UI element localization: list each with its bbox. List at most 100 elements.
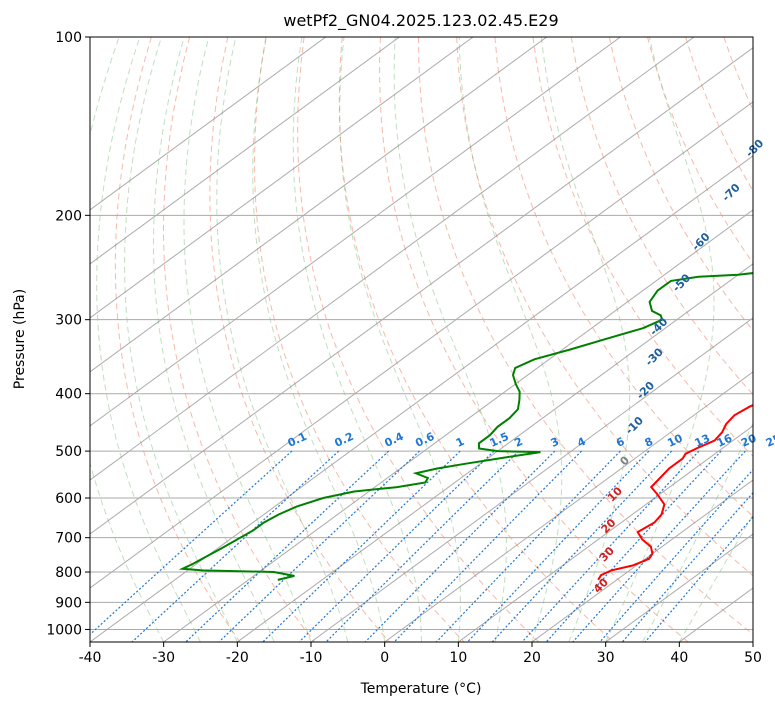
mixing-ratio-line — [491, 450, 673, 642]
mixing-ratio-label: 2 — [512, 435, 524, 450]
moist-adiabat-line — [605, 37, 715, 642]
dry-adiabat-line — [532, 37, 753, 457]
mixing-ratio-label: 0.6 — [413, 430, 436, 450]
mixing-ratio-label: 1 — [454, 435, 466, 450]
mixing-ratio-line — [599, 468, 753, 642]
moist-adiabat-label: -30 — [643, 345, 666, 368]
mixing-ratio-line — [572, 450, 746, 642]
mixing-ratio-label: 10 — [665, 431, 685, 449]
plot-frame — [89, 36, 754, 643]
isotherm-line — [531, 479, 753, 642]
y-tick-label: 900 — [55, 595, 82, 611]
isotherm-line — [384, 371, 753, 642]
chart-axes: -40 -30 -20 -10 0 10 20 30 40 5010020030040050060… — [46, 30, 762, 666]
moist-adiabat-line — [124, 37, 238, 642]
x-tick-label: -20 — [226, 650, 249, 666]
isotherm-line — [90, 101, 753, 589]
mixing-ratio-line — [262, 450, 461, 642]
isotherm-line — [163, 209, 753, 642]
y-tick-label: 1000 — [46, 622, 82, 638]
mixing-ratio-label: 8 — [643, 435, 655, 450]
moist-adiabat-label: -20 — [634, 379, 657, 402]
isotherm-line — [90, 37, 327, 211]
isotherm-line — [605, 533, 753, 642]
chart-grid — [90, 37, 775, 642]
moist-adiabat-label: -80 — [743, 137, 766, 160]
dry-adiabat-line — [762, 37, 775, 642]
mixing-ratio-line — [644, 515, 753, 642]
mixing-ratio-label: 0.1 — [286, 430, 309, 450]
isotherm-line — [90, 155, 753, 642]
dry-adiabat-line — [418, 37, 753, 635]
moist-adiabat-line — [292, 37, 422, 642]
dry-adiabat-line — [608, 37, 753, 332]
y-tick-label: 100 — [55, 30, 82, 46]
x-axis-label: Temperature (°C) — [360, 681, 482, 697]
moist-adiabat-line — [678, 513, 753, 642]
isotherm-line — [458, 425, 753, 642]
mixing-ratio-line — [467, 450, 650, 642]
mixing-ratio-line — [298, 450, 495, 642]
isotherm-line — [90, 37, 474, 319]
chart-series — [178, 272, 753, 581]
moist-adiabat-label: -10 — [623, 414, 646, 437]
moist-adiabat-label: 30 — [597, 544, 617, 564]
isotherm-line — [90, 37, 621, 427]
dry-adiabat-line — [114, 37, 241, 642]
isotherm-line — [90, 37, 400, 265]
isotherm-line — [237, 263, 753, 642]
mixing-ratio-line — [90, 450, 293, 636]
dewpoint-profile-line — [178, 272, 753, 581]
dry-adiabat-line — [338, 37, 614, 642]
mixing-ratio-label: 3 — [549, 435, 561, 450]
moist-adiabat-line — [90, 37, 165, 642]
mixing-ratio-label: 13 — [693, 432, 712, 450]
mixing-ratio-label: 6 — [614, 435, 627, 450]
mixing-ratio-line — [185, 450, 390, 642]
y-tick-label: 300 — [55, 313, 82, 329]
x-tick-label: -30 — [152, 650, 175, 666]
dry-adiabat-line — [253, 37, 465, 642]
moist-adiabat-line — [96, 37, 201, 642]
x-tick-label: -10 — [300, 650, 323, 666]
dry-adiabat-line — [570, 37, 753, 396]
moist-adiabat-line — [393, 37, 507, 642]
mixing-ratio-line — [131, 450, 340, 642]
moist-adiabat-label: 10 — [605, 484, 625, 504]
mixing-ratio-line — [545, 450, 722, 642]
mixing-ratio-line — [435, 450, 621, 642]
y-axis-label: Pressure (hPa) — [12, 289, 28, 389]
mixing-ratio-label: 25 — [764, 432, 775, 450]
isotherm-line — [310, 317, 753, 642]
isotherm-line — [90, 47, 753, 535]
moist-adiabat-line — [216, 37, 349, 642]
x-tick-label: 30 — [597, 650, 615, 666]
y-tick-label: 200 — [55, 208, 82, 224]
mixing-ratio-label: 0.2 — [332, 430, 355, 450]
x-tick-label: 50 — [744, 650, 762, 666]
dry-adiabat-line — [456, 37, 753, 577]
mixing-ratio-line — [364, 450, 556, 642]
temperature-profile-line — [597, 404, 753, 581]
y-tick-label: 700 — [55, 531, 82, 547]
dry-adiabat-line — [685, 37, 753, 192]
isotherm-line — [752, 641, 753, 642]
dry-adiabat-line — [297, 37, 540, 642]
x-tick-label: 0 — [380, 650, 389, 666]
isotherm-line — [679, 587, 753, 642]
mixing-ratio-line — [325, 450, 520, 642]
mixing-ratio-line — [218, 450, 420, 642]
y-tick-label: 600 — [55, 491, 82, 507]
chart-line-labels: 0.10.20.40.611.52346810131620253036-100-… — [286, 137, 775, 596]
dry-adiabat-line — [379, 37, 689, 642]
dry-adiabat-line — [209, 37, 390, 642]
moist-adiabat-line — [252, 37, 386, 642]
mixing-ratio-label: 16 — [715, 431, 735, 449]
moist-adiabat-line — [153, 37, 275, 642]
isotherm-line — [90, 37, 548, 373]
x-tick-label: 20 — [523, 650, 541, 666]
mixing-ratio-line — [521, 450, 700, 642]
moist-adiabat-line — [183, 37, 312, 642]
moist-adiabat-label: 40 — [591, 575, 611, 595]
